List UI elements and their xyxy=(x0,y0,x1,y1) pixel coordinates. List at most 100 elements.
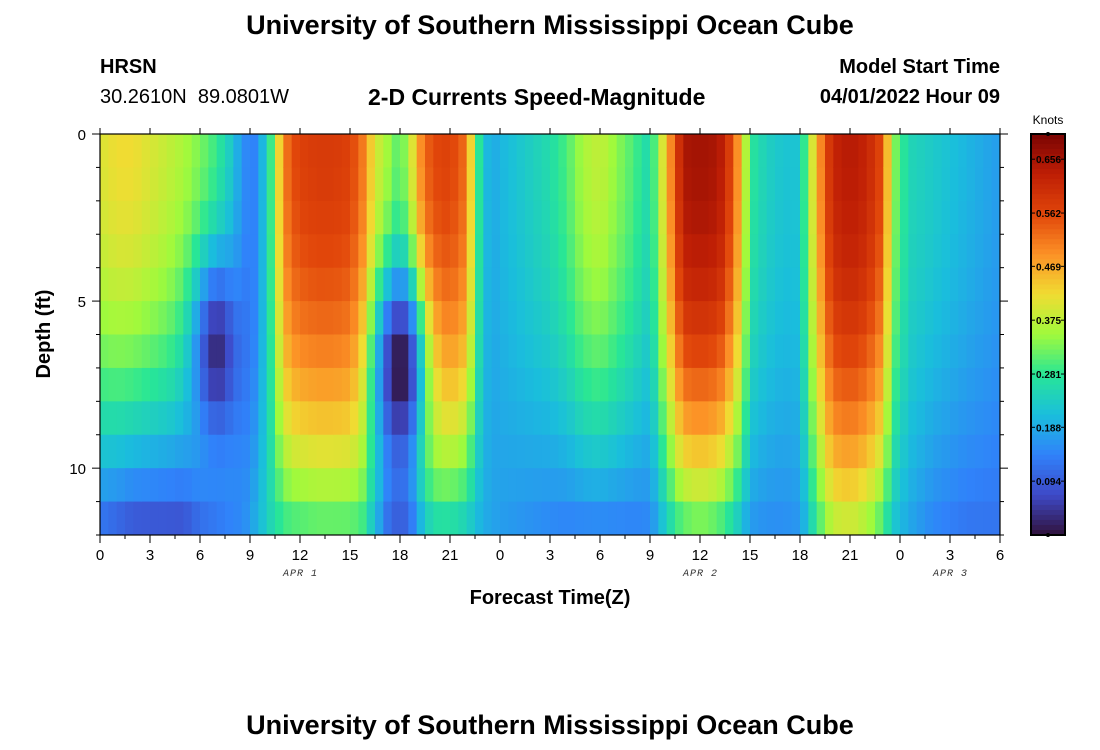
heatmap-cell xyxy=(916,267,926,302)
heatmap-cell xyxy=(525,401,534,436)
x-tick-label: 3 xyxy=(546,547,554,564)
heatmap-cell xyxy=(425,267,434,302)
heatmap-cell xyxy=(783,200,793,235)
heatmap-cell xyxy=(291,367,301,402)
heatmap-cell xyxy=(941,501,951,535)
heatmap-cell xyxy=(683,267,693,302)
heatmap-cell xyxy=(800,501,809,535)
heatmap-cell xyxy=(241,301,251,336)
colorbar-segment xyxy=(1031,369,1065,376)
heatmap-cell xyxy=(691,301,701,336)
heatmap-cell xyxy=(108,434,118,469)
heatmap-cell xyxy=(533,267,543,302)
heatmap-cell xyxy=(633,367,643,402)
heatmap-cell xyxy=(675,234,684,269)
colorbar-segment xyxy=(1031,509,1065,516)
colorbar-bottom-marker xyxy=(1046,533,1050,537)
heatmap-cell xyxy=(283,468,293,503)
heatmap-cell xyxy=(283,267,293,302)
heatmap-cell xyxy=(708,234,718,269)
heatmap-cell xyxy=(466,401,476,436)
heatmap-cell xyxy=(308,401,318,436)
heatmap-cell xyxy=(891,434,901,469)
heatmap-cell xyxy=(875,134,884,169)
heatmap-cell xyxy=(133,134,143,169)
heatmap-cell xyxy=(508,167,518,202)
heatmap-cell xyxy=(600,434,609,469)
heatmap-cell xyxy=(183,267,193,302)
heatmap-cell xyxy=(833,234,843,269)
heatmap-cell xyxy=(458,434,468,469)
heatmap-cell xyxy=(833,401,843,436)
heatmap-cell xyxy=(891,200,901,235)
heatmap-cell xyxy=(783,301,793,336)
heatmap-cell xyxy=(308,234,318,269)
heatmap-cell xyxy=(800,301,809,336)
heatmap-cell xyxy=(800,267,809,302)
heatmap-cell xyxy=(950,267,959,302)
heatmap-cell xyxy=(808,367,818,402)
heatmap-cell xyxy=(283,301,293,336)
heatmap-cell xyxy=(950,134,959,169)
heatmap-cell xyxy=(458,367,468,402)
heatmap-cell xyxy=(150,267,159,302)
heatmap-cell xyxy=(408,434,418,469)
heatmap-cell xyxy=(316,134,326,169)
heatmap-cell xyxy=(716,501,726,535)
colorbar-segment xyxy=(1031,239,1065,245)
heatmap-cell xyxy=(725,334,734,369)
heatmap-cell xyxy=(300,401,309,436)
heatmap-cell xyxy=(775,234,784,269)
colorbar-segment xyxy=(1031,409,1065,416)
heatmap-cell xyxy=(258,468,268,503)
heatmap-cell xyxy=(266,301,276,336)
heatmap-cell xyxy=(241,134,251,169)
heatmap-cell xyxy=(566,501,576,535)
heatmap-cell xyxy=(500,468,509,503)
heatmap-cell xyxy=(333,134,343,169)
heatmap-cell xyxy=(425,167,434,202)
heatmap-cell xyxy=(566,401,576,436)
heatmap-cell xyxy=(683,468,693,503)
heatmap-cell xyxy=(841,267,851,302)
heatmap-cell xyxy=(650,334,659,369)
heatmap-cell xyxy=(291,167,301,202)
heatmap-cell xyxy=(991,434,1000,469)
heatmap-cell xyxy=(758,401,768,436)
heatmap-cell xyxy=(850,301,859,336)
colorbar-segment xyxy=(1031,469,1065,476)
heatmap-cell xyxy=(133,468,143,503)
heatmap-cell xyxy=(500,134,509,169)
heatmap-cell xyxy=(125,334,134,369)
heatmap-cell xyxy=(391,234,401,269)
y-tick-label: 10 xyxy=(69,461,86,478)
heatmap-cell xyxy=(833,501,843,535)
heatmap-cell xyxy=(791,234,801,269)
heatmap-cell xyxy=(975,468,984,503)
heatmap-cell xyxy=(708,434,718,469)
heatmap-cell xyxy=(408,267,418,302)
heatmap-cell xyxy=(266,200,276,235)
heatmap-cell xyxy=(533,434,543,469)
heatmap-cell xyxy=(391,401,401,436)
colorbar-tick-label: 0.656 xyxy=(1036,155,1061,166)
heatmap-cell xyxy=(883,401,893,436)
heatmap-cell xyxy=(341,167,351,202)
heatmap-cell xyxy=(566,468,576,503)
heatmap-cell xyxy=(225,234,234,269)
colorbar-segment xyxy=(1031,454,1065,461)
heatmap-cell xyxy=(783,401,793,436)
heatmap-cell xyxy=(108,334,118,369)
heatmap-cell xyxy=(433,501,443,535)
heatmap-cell xyxy=(391,200,401,235)
heatmap-cell xyxy=(508,401,518,436)
heatmap-cell xyxy=(633,501,643,535)
heatmap-cell xyxy=(933,134,943,169)
heatmap-cell xyxy=(500,200,509,235)
heatmap-cell xyxy=(850,401,859,436)
heatmap-cell xyxy=(808,267,818,302)
heatmap-cell xyxy=(716,167,726,202)
heatmap-cell xyxy=(541,367,551,402)
station-coordinates: 30.2610N 89.0801W xyxy=(100,86,290,108)
heatmap-cell xyxy=(458,234,468,269)
